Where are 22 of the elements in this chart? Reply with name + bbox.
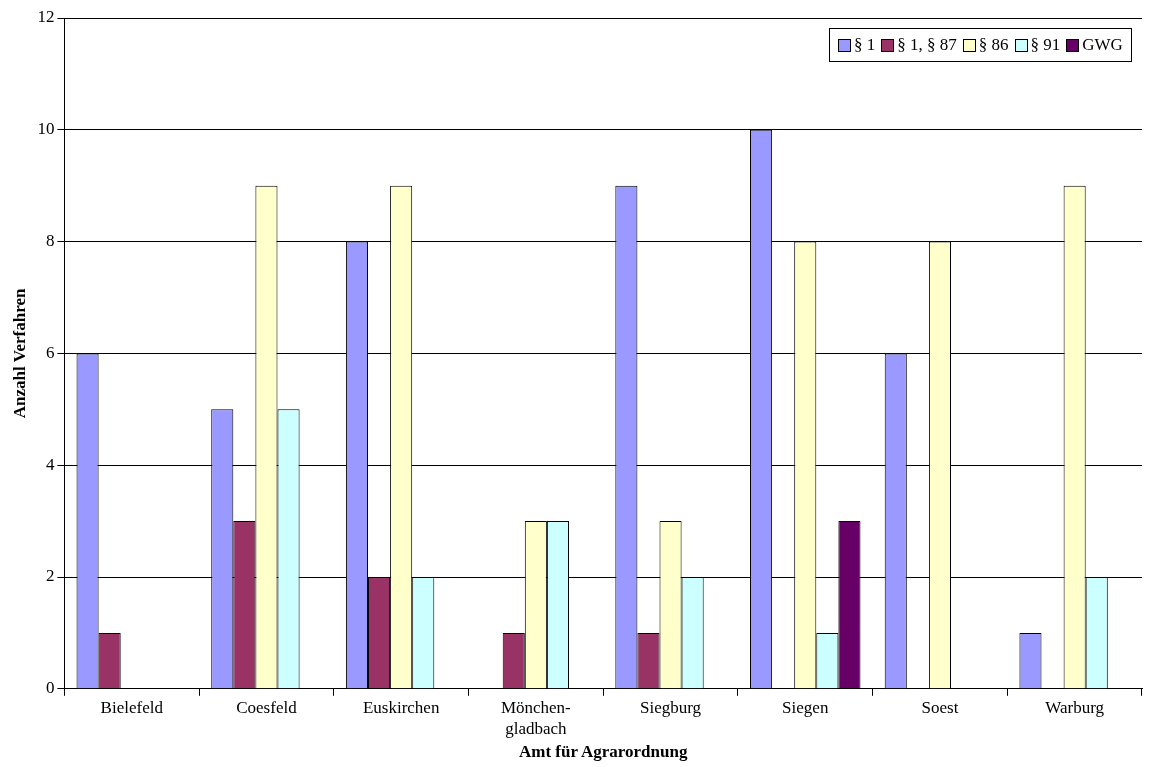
x-tick-label: Euskirchen (362, 698, 440, 718)
legend-label: GWG (1082, 35, 1123, 55)
legend-label: § 1 (854, 35, 876, 55)
y-tick-label: 10 (37, 119, 55, 139)
x-tick-label: Soest (921, 698, 959, 718)
y-tick-label: 2 (45, 566, 55, 586)
y-tick-label: 12 (37, 7, 55, 27)
y-tick-label: 8 (45, 231, 55, 251)
x-tick-label: Siegen (782, 698, 829, 718)
x-tick-label: Siegburg (640, 698, 702, 718)
y-tick-label: 0 (45, 678, 55, 698)
y-tick-label: 6 (45, 342, 55, 362)
legend-label: § 91 (1030, 35, 1061, 55)
y-axis-title: Anzahl Verfahren (9, 288, 29, 419)
legend-label: § 1, § 87 (897, 35, 957, 55)
x-tick-label: Warburg (1045, 698, 1105, 718)
x-tick-label: Mönchen- gladbach (500, 698, 572, 738)
x-axis-title: Amt für Agrarordnung (518, 742, 688, 762)
x-tick-label: Bielefeld (100, 698, 164, 718)
y-tick-label: 4 (45, 454, 55, 474)
x-tick-label: Coesfeld (236, 698, 298, 718)
legend-label: § 86 (978, 35, 1009, 55)
